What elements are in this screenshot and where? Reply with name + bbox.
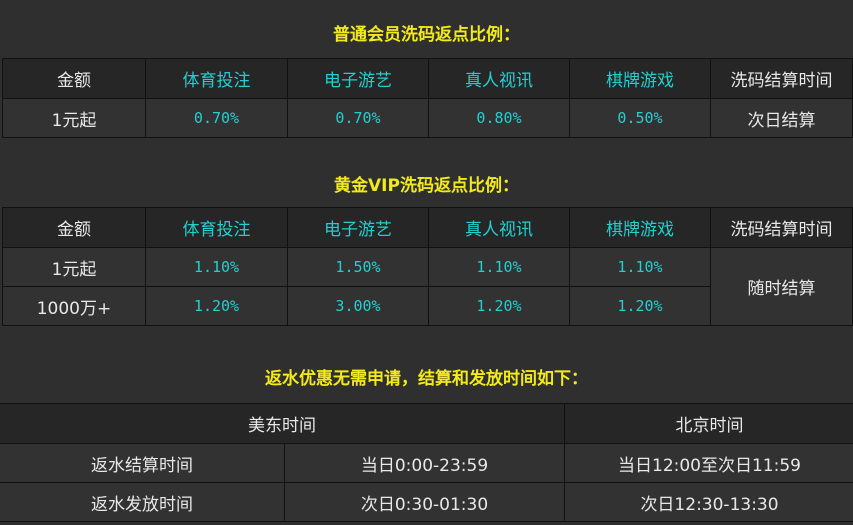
rate-cell: 0.70% (287, 98, 429, 138)
table-row: 1000万+ 1.20% 3.00% 1.20% 1.20% (2, 286, 853, 326)
settle-cell: 随时结算 (710, 247, 853, 326)
rate-cell: 1.10% (428, 247, 570, 287)
table-row: 返水结算时间 当日0:00-23:59 当日12:00至次日11:59 (0, 443, 853, 483)
beijing-time-cell: 次日12:30-13:30 (564, 482, 853, 522)
rate-cell: 1.10% (569, 247, 711, 287)
rate-cell: 1.20% (569, 286, 711, 326)
rate-cell: 1.20% (428, 286, 570, 326)
header-cell: 真人视讯 (428, 58, 570, 99)
rate-cell: 0.80% (428, 98, 570, 138)
header-cell: 金额 (2, 207, 146, 248)
us-east-time-cell: 次日0:30-01:30 (284, 482, 565, 522)
header-cell: 棋牌游戏 (569, 207, 711, 248)
gold-title: 黄金VIP洗码返点比例： (334, 176, 519, 196)
rate-cell: 0.50% (569, 98, 711, 138)
header-cell: 洗码结算时间 (710, 58, 853, 99)
label-cell: 返水结算时间 (0, 443, 285, 483)
header-cell: 体育投注 (145, 207, 288, 248)
beijing-time-cell: 当日12:00至次日11:59 (564, 443, 853, 483)
gold-rebate-table: 金额 体育投注 电子游艺 真人视讯 棋牌游戏 洗码结算时间 1元起 1.10% … (2, 207, 853, 326)
header-cell: 真人视讯 (428, 207, 570, 248)
header-cell: 电子游艺 (287, 207, 429, 248)
amount-cell: 1元起 (2, 98, 146, 138)
settle-cell: 次日结算 (710, 98, 853, 138)
label-cell: 返水发放时间 (0, 482, 285, 522)
rate-cell: 1.20% (145, 286, 288, 326)
rebate-title: 返水优惠无需申请，结算和发放时间如下： (265, 369, 588, 389)
table-row: 1元起 0.70% 0.70% 0.80% 0.50% 次日结算 (2, 98, 853, 138)
rate-cell: 0.70% (145, 98, 288, 138)
rate-cell: 1.50% (287, 247, 429, 287)
header-cell: 电子游艺 (287, 58, 429, 99)
table-header-row: 美东时间 北京时间 (0, 403, 853, 444)
header-cell: 北京时间 (564, 403, 853, 444)
normal-rebate-table: 金额 体育投注 电子游艺 真人视讯 棋牌游戏 洗码结算时间 1元起 0.70% … (2, 58, 853, 138)
header-cell: 金额 (2, 58, 146, 99)
normal-title: 普通会员洗码返点比例： (333, 25, 520, 45)
table-header-row: 金额 体育投注 电子游艺 真人视讯 棋牌游戏 洗码结算时间 (2, 58, 853, 99)
header-cell: 棋牌游戏 (569, 58, 711, 99)
header-cell: 体育投注 (145, 58, 288, 99)
amount-cell: 1000万+ (2, 286, 146, 326)
rebate-time-table: 美东时间 北京时间 返水结算时间 当日0:00-23:59 当日12:00至次日… (0, 403, 853, 522)
table-row: 返水发放时间 次日0:30-01:30 次日12:30-13:30 (0, 482, 853, 522)
rate-cell: 3.00% (287, 286, 429, 326)
header-cell: 洗码结算时间 (710, 207, 853, 248)
us-east-time-cell: 当日0:00-23:59 (284, 443, 565, 483)
header-cell: 美东时间 (0, 403, 565, 444)
table-row: 1元起 1.10% 1.50% 1.10% 1.10% 随时结算 (2, 247, 853, 326)
amount-cell: 1元起 (2, 247, 146, 287)
rate-cell: 1.10% (145, 247, 288, 287)
table-header-row: 金额 体育投注 电子游艺 真人视讯 棋牌游戏 洗码结算时间 (2, 207, 853, 248)
